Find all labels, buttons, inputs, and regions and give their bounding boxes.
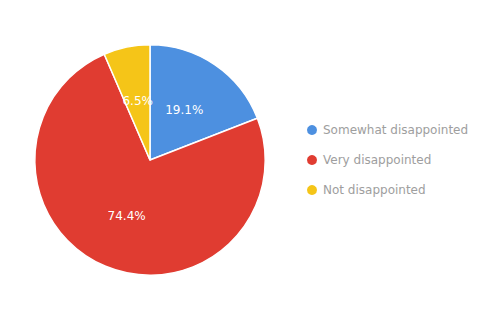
svg-text:19.1%: 19.1% bbox=[165, 103, 203, 117]
svg-text:Very disappointed: Very disappointed bbox=[323, 153, 431, 167]
svg-text:Somewhat disappointed: Somewhat disappointed bbox=[323, 123, 468, 137]
svg-text:Not disappointed: Not disappointed bbox=[323, 183, 426, 197]
svg-text:74.4%: 74.4% bbox=[108, 209, 146, 223]
svg-text:6.5%: 6.5% bbox=[122, 94, 153, 108]
